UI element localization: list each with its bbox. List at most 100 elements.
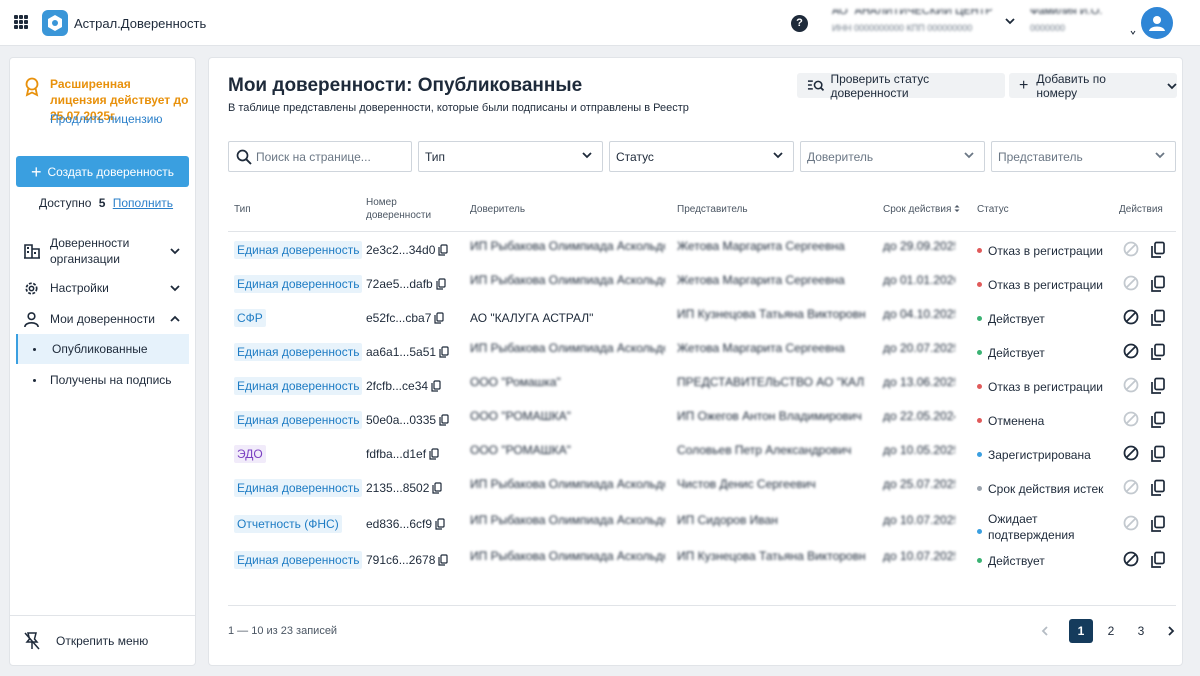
representative-filter-select[interactable]: Представитель [991,141,1176,172]
copy-proxy-icon[interactable] [1150,275,1166,296]
user-details: 0000000 [1030,23,1066,33]
copy-icon[interactable] [435,518,445,533]
sidebar-item-my-proxies[interactable]: Мои доверенности [10,310,195,328]
table-row[interactable]: Единая доверенность 2fcfb...ce34 ООО "Рома… [228,369,1176,403]
column-header-term[interactable]: Срок действия [883,203,960,216]
representative-cell: Жетова Маргарита Сергеевна [677,239,845,253]
column-header-representative[interactable]: Представитель [677,204,748,215]
revoke-icon[interactable] [1123,515,1139,534]
column-header-type[interactable]: Тип [234,204,251,215]
copy-icon[interactable] [438,554,449,569]
revoke-icon[interactable] [1123,377,1139,396]
copy-proxy-icon[interactable] [1150,377,1166,398]
revoke-icon[interactable] [1123,445,1139,464]
column-header-number[interactable]: Номер доверенности [366,197,432,221]
prev-page-button[interactable] [1033,619,1057,643]
copy-proxy-icon[interactable] [1150,309,1166,330]
status-label: Действует [988,554,1045,568]
gear-icon [25,281,38,295]
table-row[interactable]: Единая доверенность aa6a1...5a51 ИП Рыбако… [228,335,1176,369]
organization-selector[interactable]: АО "АНАЛИТИЧЕСКИЙ ЦЕНТР" ИНН 0000000000 … [832,9,1002,37]
avatar[interactable] [1141,7,1173,39]
next-page-button[interactable] [1159,619,1183,643]
column-header-principal[interactable]: Доверитель [470,204,526,215]
refill-link[interactable]: Пополнить [112,196,174,210]
sidebar-item-org-proxies[interactable]: Доверенности организации [10,234,195,268]
create-proxy-button[interactable]: + Создать доверенность [16,156,189,187]
copy-icon[interactable] [438,244,449,259]
add-by-number-label: Добавить по номеру [1036,71,1106,100]
user-selector[interactable]: Фамилия И.О. 0000000 [1030,9,1130,37]
page-button-3[interactable]: 3 [1137,624,1145,638]
principal-filter-select[interactable]: Доверитель [800,141,985,172]
revoke-icon[interactable] [1123,551,1139,570]
proxy-number: e52fc...cba7 [366,311,444,327]
page-button-1[interactable]: 1 [1069,619,1093,643]
table-row[interactable]: СФР e52fc...cba7 АО "КАЛУГА АСТРАЛ" ИП Кузн… [228,301,1176,335]
building-icon [24,244,40,259]
app-logo[interactable] [42,10,68,36]
sidebar-item-settings[interactable]: Настройки [10,279,195,297]
type-badge: Единая доверенность [234,411,363,429]
status-cell: Срок действия истек [977,481,1103,497]
create-proxy-label: Создать доверенность [47,164,175,179]
check-status-button[interactable]: Проверить статус доверенности [797,72,1005,100]
table-row[interactable]: Единая доверенность 2e3c2...34d0 ИП Рыбако… [228,233,1176,267]
term-cell: до 20.07.2025 [883,341,955,355]
copy-proxy-icon[interactable] [1150,241,1166,262]
copy-icon[interactable] [434,312,444,327]
help-icon[interactable]: ? [791,15,808,32]
table-row[interactable]: Единая доверенность 50e0a...0335 ООО "РОМА… [228,403,1176,437]
sidebar-subitem-published[interactable]: Опубликованные [16,334,189,364]
sidebar-subitem-received[interactable]: Получены на подпись [16,365,189,395]
copy-proxy-icon[interactable] [1150,445,1166,466]
copy-proxy-icon[interactable] [1150,343,1166,364]
apps-grid-icon[interactable] [14,15,28,29]
status-label: Срок действия истек [988,482,1104,496]
column-header-actions: Действия [1119,204,1163,215]
revoke-icon[interactable] [1123,241,1139,260]
renew-license-link[interactable]: Продлить лицензию [50,112,163,126]
table-row[interactable]: Единая доверенность 2135...8502 ИП Рыбаков… [228,471,1176,505]
chevron-down-icon[interactable] [1005,17,1015,25]
status-filter-select[interactable]: Статус [609,141,794,172]
revoke-icon[interactable] [1123,309,1139,328]
copy-icon[interactable] [429,448,439,463]
revoke-icon[interactable] [1123,343,1139,362]
add-by-number-button[interactable]: + Добавить по номеру [1009,71,1177,100]
status-dot [977,282,982,287]
copy-proxy-icon[interactable] [1150,551,1166,572]
table-row[interactable]: Единая доверенность 791c6...2678 ИП Рыбако… [228,543,1176,577]
copy-icon[interactable] [439,346,449,361]
copy-proxy-icon[interactable] [1150,479,1166,500]
table-row[interactable]: ЭДО fdfba...d1ef ООО "РОМАШКА" Соловьев Пет… [228,437,1176,471]
principal-filter-label: Доверитель [807,149,874,164]
chevron-down-icon [773,152,783,159]
copy-proxy-icon[interactable] [1150,515,1166,536]
page-title: Мои доверенности: Опубликованные [228,75,583,96]
table-row[interactable]: Отчетность (ФНС) ed836...6cf9 ИП Рыбакова … [228,507,1176,547]
search-input[interactable]: Поиск на странице... [228,141,412,172]
status-cell: Ожидает подтверждения [977,512,1078,543]
term-cell: до 10.07.2025 [883,549,955,563]
type-filter-select[interactable]: Тип [418,141,603,172]
revoke-icon[interactable] [1123,479,1139,498]
unpin-menu-button[interactable]: Открепить меню [24,632,148,653]
column-header-term-label: Срок действия [883,204,952,215]
copy-icon[interactable] [439,414,449,429]
copy-icon[interactable] [431,380,441,395]
column-header-status[interactable]: Статус [977,204,1009,215]
revoke-icon[interactable] [1123,275,1139,294]
page-button-2[interactable]: 2 [1107,624,1115,638]
copy-proxy-icon[interactable] [1150,411,1166,432]
term-cell: до 10.05.2025 [883,443,955,457]
copy-icon[interactable] [436,278,446,293]
copy-icon[interactable] [432,482,443,497]
revoke-icon[interactable] [1123,411,1139,430]
principal-cell: ООО "РОМАШКА" [470,409,571,423]
chevron-up-icon [170,315,180,322]
table-row[interactable]: Единая доверенность 72ae5...dafb ИП Рыбако… [228,267,1176,301]
app-title[interactable]: Астрал.Доверенность [74,16,207,31]
chevron-down-icon[interactable] [1130,30,1136,36]
status-cell: Отказ в регистрации [977,379,1103,395]
